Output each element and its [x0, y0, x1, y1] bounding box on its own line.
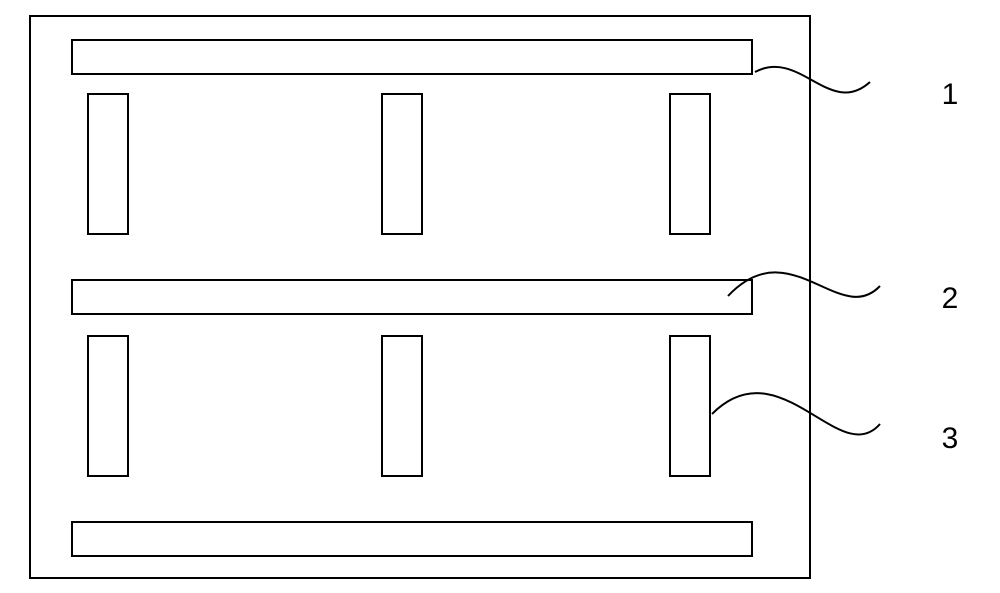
vertical-support-top-3	[670, 94, 710, 234]
vertical-support-top-1	[88, 94, 128, 234]
diagram-canvas: 1 2 3	[0, 0, 1000, 593]
leader-label-3: 3	[942, 422, 959, 455]
leader-label-2: 2	[942, 282, 959, 315]
vertical-support-bottom-2	[382, 336, 422, 476]
vertical-support-bottom-1	[88, 336, 128, 476]
vertical-support-top-2	[382, 94, 422, 234]
horizontal-plate-3	[72, 522, 752, 556]
horizontal-plate-2	[72, 280, 752, 314]
horizontal-plate-1	[72, 40, 752, 74]
leader-label-1: 1	[942, 78, 959, 111]
vertical-support-bottom-3	[670, 336, 710, 476]
